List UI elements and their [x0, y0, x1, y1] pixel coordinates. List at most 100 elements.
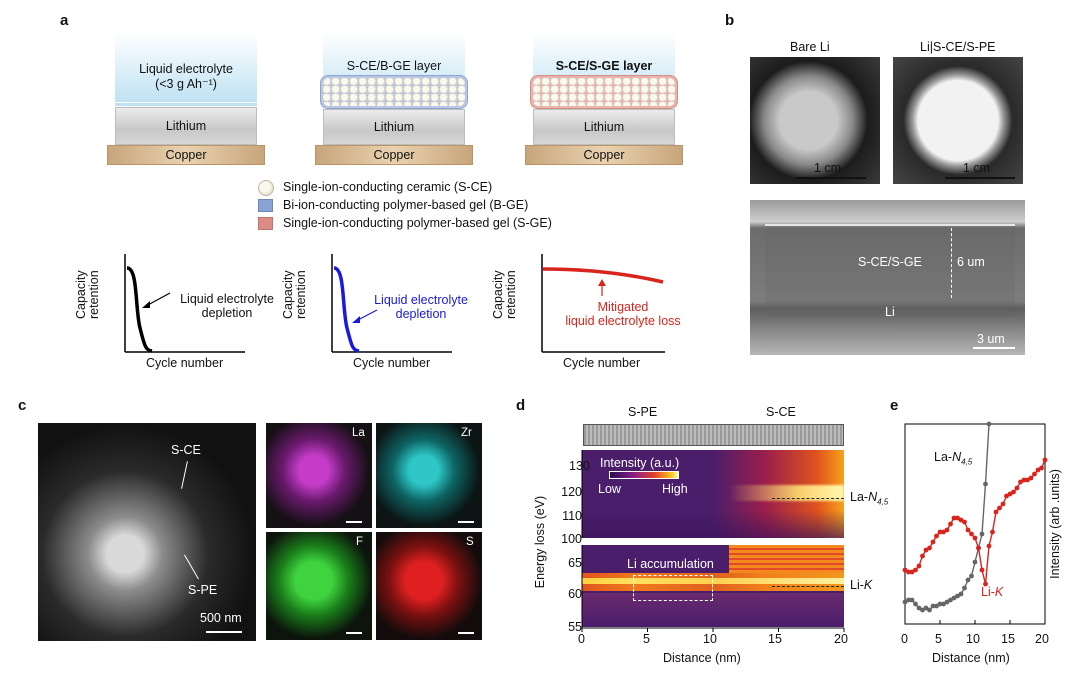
- eds-label-s: S: [466, 536, 474, 548]
- e-la-label: La-N4,5: [934, 450, 972, 467]
- intensity-low: Low: [598, 482, 621, 496]
- la-data-point: [902, 599, 908, 605]
- lithium-block-2: Lithium: [323, 109, 465, 145]
- plot1-annotation-line1: Liquid electrolyte: [180, 292, 274, 306]
- la-data-point: [986, 421, 992, 427]
- li-data-point: [1014, 485, 1020, 491]
- e-ylabel: Intensity (arb .units): [1048, 469, 1062, 579]
- la-data-point: [930, 603, 936, 609]
- d-xlabel: Distance (nm): [663, 651, 741, 665]
- plot1-curve: [126, 266, 153, 353]
- la-edge-marker: [772, 498, 844, 499]
- li-data-point: [934, 533, 939, 539]
- li-data-point: [1028, 475, 1034, 481]
- li-data-point: [1000, 501, 1006, 507]
- la-data-point: [934, 603, 939, 609]
- li-data-point: [1035, 467, 1041, 473]
- la-data-point: [955, 593, 960, 599]
- capacity-schematic-plots: [124, 254, 665, 353]
- li-data-point: [990, 529, 995, 535]
- la-data-point: [906, 597, 911, 603]
- la-data-point: [937, 601, 943, 607]
- eds-map-s: S: [376, 532, 482, 640]
- la-data-point: [941, 601, 946, 607]
- li-edge-main: Li-: [850, 578, 864, 592]
- la-data-point: [979, 531, 985, 537]
- intensity-colorbar: [609, 471, 679, 479]
- plot2-ylabel: Capacity retention: [281, 270, 308, 319]
- li-data-point: [951, 515, 957, 521]
- la-data-point: [909, 597, 915, 603]
- copper-label-2: Copper: [373, 148, 415, 162]
- legend-ceramic-label: Single-ion-conducting ceramic (S-CE): [283, 180, 493, 194]
- sem-li-label: Li: [885, 305, 895, 319]
- plot1-annotation: Liquid electrolyte depletion: [162, 292, 292, 320]
- legend-ceramic-swatch: [258, 180, 274, 196]
- li-edge-italic: K: [863, 578, 873, 592]
- li-data-point: [997, 505, 1002, 511]
- stem-image: S-CE S-PE 500 nm: [38, 423, 256, 641]
- e-li-italic: K: [994, 585, 1004, 599]
- sem-scale-label: 3 um: [977, 332, 1005, 346]
- li-data-point: [927, 545, 932, 551]
- li-data-point: [962, 519, 967, 525]
- la-data-point: [927, 607, 932, 613]
- li-data-point: [965, 527, 971, 533]
- e-xtick-15: 15: [1001, 632, 1015, 646]
- panel-label-a: a: [60, 12, 69, 29]
- s-ce-s-ge-layer-label: S-CE/S-GE layer: [555, 59, 653, 73]
- li-data-point: [937, 529, 943, 535]
- e-la-sub: 4,5: [961, 457, 973, 467]
- plot1-ylabel: Capacity retention: [74, 270, 101, 319]
- plot3-annotation-line2: liquid electrolyte loss: [565, 314, 681, 328]
- intensity-title: Intensity (a.u.): [600, 456, 680, 470]
- plot2-curve: [333, 266, 360, 353]
- s-ce-b-ge-layer-label: S-CE/B-GE layer: [346, 59, 442, 73]
- li-data-point: [902, 567, 908, 573]
- li-data-point: [972, 535, 978, 541]
- d-ylabel: Energy loss (eV): [533, 495, 547, 589]
- panel-label-e: e: [890, 397, 899, 414]
- photo2-label: Li|S-CE/S-PE: [920, 40, 996, 54]
- li-data-point: [969, 531, 974, 537]
- li-edge-marker: [772, 586, 844, 587]
- copper-label-3: Copper: [583, 148, 625, 162]
- eds-map-la: La: [266, 423, 372, 528]
- li-data-point: [1004, 493, 1009, 499]
- heatmap-lower: [582, 545, 844, 627]
- liquid-electrolyte-region: Liquid electrolyte (<3 g Ah⁻¹): [115, 32, 257, 102]
- li-data-point: [976, 545, 981, 551]
- e-xlabel: Distance (nm): [932, 651, 1010, 665]
- lithium-block-1: Lithium: [115, 107, 257, 145]
- schematic-plot-2: [331, 254, 452, 353]
- d-ytick-130: 130: [569, 459, 590, 473]
- li-data-point: [941, 529, 946, 535]
- la-data-point: [972, 559, 978, 565]
- la-data-point: [944, 599, 950, 605]
- coated-li-photo: 1 cm: [893, 57, 1023, 184]
- d-xtick-5: 5: [643, 632, 650, 646]
- li-data-point: [930, 539, 936, 545]
- e-xtick-5: 5: [935, 632, 942, 646]
- schematic-plot-3: [541, 254, 665, 353]
- plot1-annotation-line2: depletion: [201, 306, 253, 320]
- s-ce-b-ge-layer: [320, 75, 468, 109]
- li-data-point: [923, 547, 929, 553]
- hrtem-strip: [583, 424, 844, 446]
- strip-label-sce: S-CE: [766, 405, 796, 419]
- li-data-point: [1039, 465, 1044, 471]
- stem-label-sce: S-CE: [171, 443, 201, 457]
- plot3-xlabel: Cycle number: [563, 356, 641, 370]
- li-data-point: [1011, 489, 1016, 495]
- plot3-curve: [542, 267, 664, 284]
- panel-label-b: b: [725, 12, 735, 29]
- la-data-point: [969, 573, 974, 579]
- li-data-point: [913, 567, 918, 573]
- legend-bge-label: Bi-ion-conducting polymer-based gel (B-G…: [283, 198, 529, 212]
- la-data-point: [920, 607, 925, 613]
- copper-block-3: Copper: [525, 145, 683, 165]
- photo1-scale: 1 cm: [814, 161, 842, 175]
- d-ytick-100: 100: [561, 532, 582, 546]
- sem-thickness-label: 6 um: [957, 255, 985, 269]
- plot3-ylabel-line2: retention: [504, 270, 518, 319]
